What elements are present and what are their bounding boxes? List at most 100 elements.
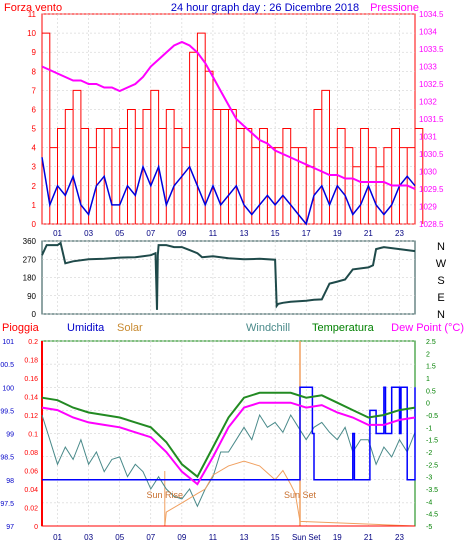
- pressure-tick-label: 1033: [419, 63, 437, 72]
- temperature-tick-label: -3: [426, 475, 432, 482]
- rain-tick-label: 0.12: [24, 413, 38, 420]
- wind-pressure-series: [41, 32, 424, 226]
- pressure-axis-ticks: 1028.5 1029 1029.5 1030 1030.5 1031 1031.5 1032…: [419, 10, 444, 229]
- wind-tick-label: 1: [32, 201, 37, 210]
- humidity-tick-label: 98.5: [0, 455, 14, 462]
- direction-tick-label: 360: [23, 237, 37, 246]
- direction-tick-label: 0: [32, 310, 37, 319]
- pressure-tick-label: 1034.5: [419, 10, 444, 19]
- pressure-tick-label: 1030.5: [419, 150, 444, 159]
- x-tick-label: 13: [240, 533, 249, 542]
- pressure-tick-label: 1031: [419, 133, 437, 142]
- rain-tick-label: 0.18: [24, 358, 38, 365]
- wind-tick-label: 3: [32, 163, 37, 172]
- temperature-tick-label: -4.5: [426, 512, 438, 519]
- wind-direction-series: [41, 241, 416, 310]
- x-tick-label: 11: [209, 229, 218, 238]
- rain-tick-label: 0.06: [24, 469, 38, 476]
- wind-tick-label: 10: [27, 29, 36, 38]
- temperature-tick-label: 0: [426, 401, 430, 408]
- pressure-series: [41, 40, 416, 190]
- temperature-tick-label: -2: [426, 450, 432, 457]
- temperature-tick-label: 1: [426, 376, 430, 383]
- windchill-title: Windchill: [246, 322, 290, 334]
- temperature-tick-label: -0.5: [426, 413, 438, 420]
- wind-pressure-x-ticks: 01 03 05 07 09 11 13 15 17 19 21 23: [53, 229, 404, 238]
- direction-tick-label: 180: [23, 274, 37, 283]
- humidity-series: [42, 386, 416, 481]
- pressure-tick-label: 1034: [419, 28, 437, 37]
- pressure-tick-label: 1030: [419, 168, 437, 177]
- x-tick-label: 09: [177, 533, 186, 542]
- solar-title: Solar: [117, 322, 143, 334]
- x-tick-label: 19: [333, 229, 342, 238]
- pressure-tick-label: 1032.5: [419, 80, 444, 89]
- wind-axis-ticks: 0 1 2 3 4 5 6 7 8 9 10 11: [27, 10, 36, 229]
- rain-tick-label: 0.14: [24, 395, 38, 402]
- rain-humidity-temp-x-ticks: 01 03 05 07 09 11 13 15 Sun Set 19 21 23: [53, 533, 404, 542]
- rain-tick-label: 0: [34, 524, 38, 531]
- wind-tick-label: 5: [32, 125, 37, 134]
- chart-title: 24 hour graph day : 26 Dicembre 2018: [171, 2, 359, 14]
- compass-label-e: E: [437, 292, 444, 304]
- x-tick-label: 01: [53, 533, 62, 542]
- pressure-tick-label: 1031.5: [419, 115, 444, 124]
- wind-tick-label: 0: [32, 220, 37, 229]
- wind-direction-frame: [41, 240, 416, 315]
- x-tick-label: 01: [53, 229, 62, 238]
- rain-tick-label: 0.04: [24, 487, 38, 494]
- wind-direction-grid: [42, 240, 415, 315]
- wind-tick-label: 2: [32, 182, 37, 191]
- humidity-axis-ticks: 97 97.5 98 98.5 99 99.5 100 100.5 101: [0, 339, 14, 531]
- temperature-tick-label: 2.5: [426, 339, 436, 346]
- humidity-tick-label: 99.5: [0, 408, 14, 415]
- rain-tick-label: 0.1: [28, 432, 38, 439]
- humidity-tick-label: 97.5: [0, 501, 14, 508]
- dewpoint-series: [41, 401, 416, 486]
- x-tick-label: 21: [364, 229, 373, 238]
- temperature-title: Temperatura: [312, 322, 375, 334]
- rain-tick-label: 0.16: [24, 376, 38, 383]
- compass-label-w: W: [436, 258, 447, 270]
- x-tick-label: 15: [271, 533, 280, 542]
- temperature-tick-label: -5: [426, 524, 432, 531]
- x-tick-label: 07: [146, 229, 155, 238]
- x-tick-label: 03: [84, 229, 93, 238]
- rain-humidity-temp-series: [41, 341, 416, 527]
- x-tick-label: 05: [115, 229, 124, 238]
- wind-axis-title: Forza vento: [4, 2, 62, 14]
- rain-tick-label: 0.08: [24, 450, 38, 457]
- humidity-tick-label: 98: [6, 478, 14, 485]
- x-tick-label: 17: [302, 229, 311, 238]
- compass-label-n: N: [437, 241, 445, 253]
- temperature-tick-label: -4: [426, 499, 432, 506]
- pressure-tick-label: 1033.5: [419, 45, 444, 54]
- x-tick-label: 15: [271, 229, 280, 238]
- x-tick-label: 07: [146, 533, 155, 542]
- rain-axis-ticks: 0 0.02 0.04 0.06 0.08 0.1 0.12 0.14 0.16 0.18 0.2: [24, 339, 38, 531]
- pressure-axis-title: Pressione: [370, 2, 419, 14]
- solar-series: [42, 460, 416, 527]
- pressure-tick-label: 1028.5: [419, 220, 444, 229]
- direction-tick-label: 90: [27, 292, 36, 301]
- temperature-series: [41, 391, 416, 479]
- compass-label-n: N: [437, 309, 445, 321]
- x-tick-label: 05: [115, 533, 124, 542]
- dewpoint-axis-title: Dew Point (°C): [391, 322, 464, 334]
- wind-tick-label: 6: [32, 105, 37, 114]
- humidity-axis-title: Umidita: [67, 322, 105, 334]
- pressure-tick-label: 1029.5: [419, 185, 444, 194]
- pressure-tick-label: 1032: [419, 98, 437, 107]
- humidity-tick-label: 100.5: [0, 362, 14, 369]
- temperature-tick-label: 2: [426, 351, 430, 358]
- x-tick-label: 13: [240, 229, 249, 238]
- x-tick-label: 23: [395, 229, 404, 238]
- wind-direction-ticks: 0 90 180 270 360: [23, 237, 37, 319]
- pressure-tick-label: 1029: [419, 203, 437, 212]
- x-tick-label: 03: [84, 533, 93, 542]
- temperature-tick-label: -1: [426, 425, 432, 432]
- rain-tick-label: 0.2: [28, 339, 38, 346]
